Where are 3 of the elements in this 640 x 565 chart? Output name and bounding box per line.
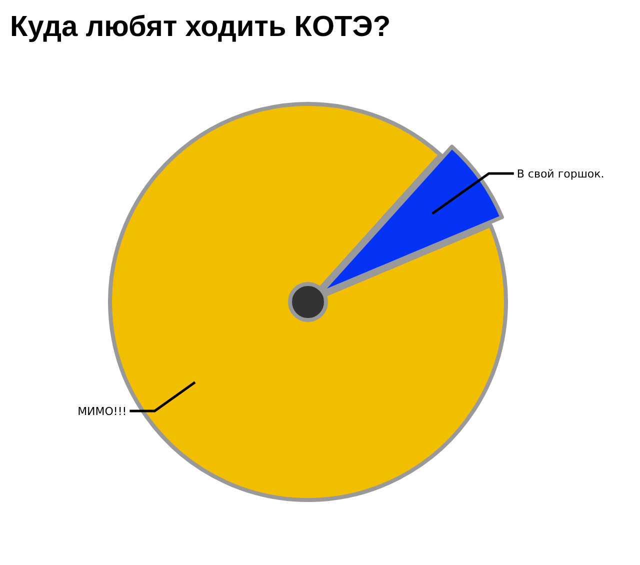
slice-label: В свой горшок. — [516, 167, 604, 180]
chart-title: Куда любят ходить КОТЭ? — [10, 11, 391, 43]
slice-label: МИМО!!! — [78, 404, 127, 418]
